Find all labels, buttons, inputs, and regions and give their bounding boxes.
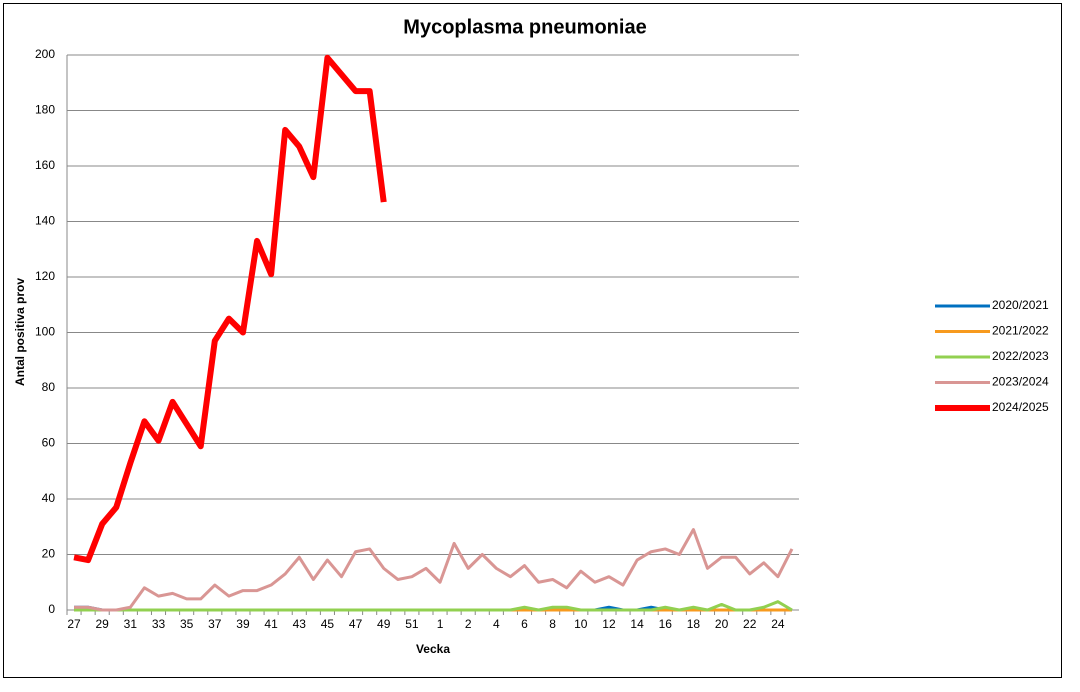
x-axis-label: Vecka [416,642,450,656]
frame [3,3,1062,678]
x-tick-label: 47 [349,617,363,631]
y-tick-label: 180 [35,103,55,117]
y-tick-label: 0 [48,602,55,616]
series-line [74,528,794,612]
series-line [74,600,793,612]
x-tick-label: 39 [236,617,250,631]
legend-label: 2024/2025 [992,400,1049,414]
legend-label: 2020/2021 [992,298,1049,312]
x-tick-label: 51 [405,617,419,631]
x-tick-label: 35 [180,617,194,631]
x-tick-label: 29 [96,617,110,631]
x-tick-label: 27 [67,617,81,631]
y-tick-label: 160 [35,158,55,172]
legend-label: 2022/2023 [992,349,1049,363]
x-tick-label: 14 [630,617,644,631]
x-tick-label: 20 [715,617,729,631]
y-tick-label: 80 [42,380,56,394]
y-tick-label: 200 [35,47,55,61]
x-tick-label: 24 [771,617,785,631]
x-tick-label: 16 [659,617,673,631]
chart-title: Mycoplasma pneumoniae [403,16,646,38]
series-line [73,54,387,564]
x-tick-label: 6 [521,617,528,631]
x-tick-label: 41 [264,617,278,631]
x-tick-label: 45 [321,617,335,631]
x-tick-label: 12 [602,617,616,631]
x-tick-label: 18 [687,617,701,631]
y-tick-label: 140 [35,214,55,228]
legend-label: 2023/2024 [992,375,1049,389]
legend-label: 2021/2022 [992,324,1049,338]
y-tick-label: 60 [42,436,56,450]
y-axis-label: Antal positiva prov [13,278,27,386]
y-tick-label: 20 [42,547,56,561]
x-tick-label: 2 [465,617,472,631]
y-tick-label: 100 [35,325,55,339]
x-tick-label: 33 [152,617,166,631]
y-tick-label: 40 [42,491,56,505]
x-tick-label: 4 [493,617,500,631]
x-tick-label: 31 [124,617,138,631]
x-tick-label: 22 [743,617,757,631]
x-tick-label: 10 [574,617,588,631]
x-tick-label: 8 [549,617,556,631]
y-tick-label: 120 [35,269,55,283]
x-tick-label: 43 [293,617,307,631]
x-tick-label: 49 [377,617,391,631]
x-tick-label: 1 [437,617,444,631]
x-tick-label: 37 [208,617,222,631]
